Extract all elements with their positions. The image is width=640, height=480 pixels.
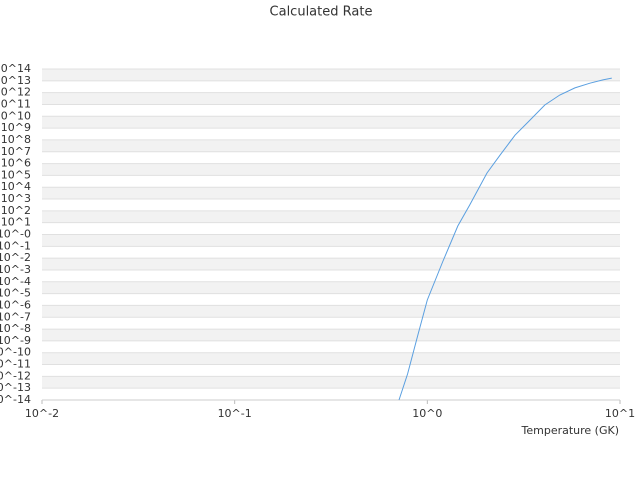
y-tick-label: 10^2 (1, 204, 31, 217)
y-tick-label: 10^-13 (0, 381, 31, 394)
y-tick-label: 10^8 (1, 133, 31, 146)
y-tick-label: 10^10 (0, 109, 31, 122)
grid-band (42, 92, 620, 105)
y-tick-label: 10^9 (1, 121, 31, 134)
chart-title: Calculated Rate (270, 5, 373, 20)
y-tick-label: 10^-14 (0, 393, 31, 406)
y-tick-label: 10^-6 (0, 298, 31, 311)
grid-band (42, 234, 620, 247)
grid-band (42, 352, 620, 365)
x-tick-label: 10^-1 (218, 407, 252, 420)
y-tick-label: 10^1 (1, 216, 31, 229)
grid-band (42, 305, 620, 318)
grid-band (42, 329, 620, 341)
y-tick-label: 10^-1 (0, 239, 31, 252)
y-tick-label: 10^-11 (0, 358, 31, 371)
x-tick-label: 10^1 (605, 407, 635, 420)
y-tick-label: 10^-3 (0, 263, 31, 276)
y-tick-label: 10^6 (1, 157, 31, 170)
x-tick-label: 10^0 (412, 407, 442, 420)
grid-band (42, 258, 620, 270)
y-tick-label: 10^11 (0, 97, 31, 110)
y-tick-label: 10^5 (1, 168, 31, 181)
y-tick-label: 10^7 (1, 145, 31, 158)
y-tick-label: 10^-9 (0, 334, 31, 347)
y-tick-label: 10^-0 (0, 228, 31, 241)
grid-band (42, 376, 620, 389)
y-tick-label: 10^-7 (0, 310, 31, 323)
y-tick-label: 10^-4 (0, 275, 31, 288)
grid-band (42, 116, 620, 129)
grid-band (42, 281, 620, 294)
grid-band (42, 69, 620, 81)
y-tick-label: 10^-2 (0, 251, 31, 264)
y-tick-label: 10^3 (1, 192, 31, 205)
y-tick-label: 10^-5 (0, 287, 31, 300)
grid-band (42, 187, 620, 200)
x-axis-label: Temperature (GK) (521, 424, 620, 437)
y-tick-label: 10^-10 (0, 346, 31, 359)
x-tick-label: 10^-2 (25, 407, 59, 420)
y-tick-label: 10^-8 (0, 322, 31, 335)
y-tick-label: 10^12 (0, 86, 31, 99)
y-tick-label: 10^13 (0, 74, 31, 87)
grid-band (42, 210, 620, 223)
y-tick-label: 10^14 (0, 62, 31, 75)
y-tick-label: 10^4 (1, 180, 31, 193)
data-line (398, 77, 612, 401)
grid-band (42, 163, 620, 176)
grid-band (42, 139, 620, 152)
y-tick-label: 10^-12 (0, 369, 31, 382)
